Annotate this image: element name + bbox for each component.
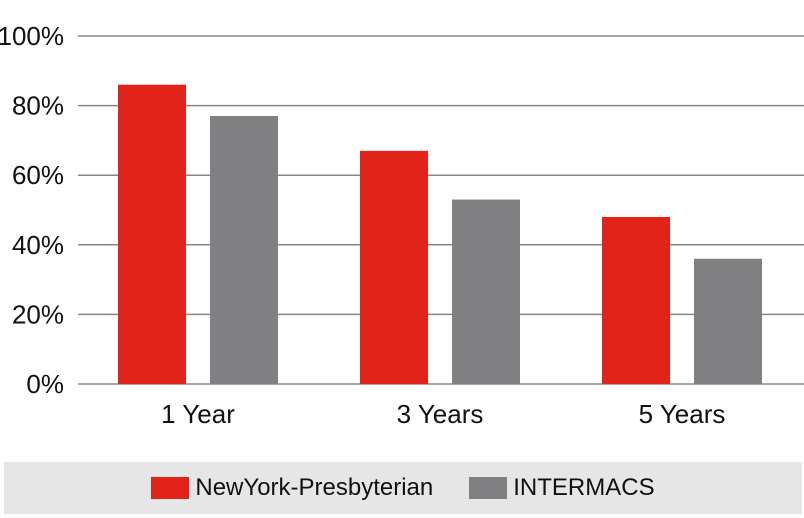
bar-chart: 0% 20% 40% 60% 80% 100% 1 Year 3 Years 5 Years	[0, 21, 804, 429]
y-tick-label: 0%	[26, 369, 64, 399]
y-tick-label: 20%	[12, 299, 64, 329]
y-tick-label: 60%	[12, 160, 64, 190]
legend-label-series-1: INTERMACS	[513, 474, 655, 501]
legend-item-series-1: INTERMACS	[469, 474, 655, 502]
legend: NewYork-Presbyterian INTERMACS	[4, 462, 802, 514]
bar-3-years-series-1	[452, 199, 520, 384]
bar-1-year-series-1	[210, 116, 278, 384]
legend-swatch-series-1	[469, 477, 508, 499]
legend-label-series-0: NewYork-Presbyterian	[195, 474, 434, 501]
x-tick-label: 3 Years	[397, 399, 484, 429]
y-tick-label: 80%	[12, 91, 64, 121]
x-tick-label: 1 Year	[161, 399, 235, 429]
bar-5-years-series-1	[694, 258, 762, 384]
bar-5-years-series-0	[602, 216, 670, 384]
gridlines	[78, 35, 804, 385]
x-axis-labels: 1 Year 3 Years 5 Years	[161, 399, 725, 429]
y-tick-label: 40%	[12, 230, 64, 260]
bar-1-year-series-0	[118, 84, 186, 384]
legend-item-series-0: NewYork-Presbyterian	[151, 474, 433, 502]
y-axis-ticks: 0% 20% 40% 60% 80% 100%	[0, 21, 64, 399]
y-tick-label: 100%	[0, 21, 64, 51]
bars	[118, 84, 762, 384]
x-tick-label: 5 Years	[639, 399, 726, 429]
legend-swatch-series-0	[151, 477, 190, 499]
bar-3-years-series-0	[360, 150, 428, 384]
